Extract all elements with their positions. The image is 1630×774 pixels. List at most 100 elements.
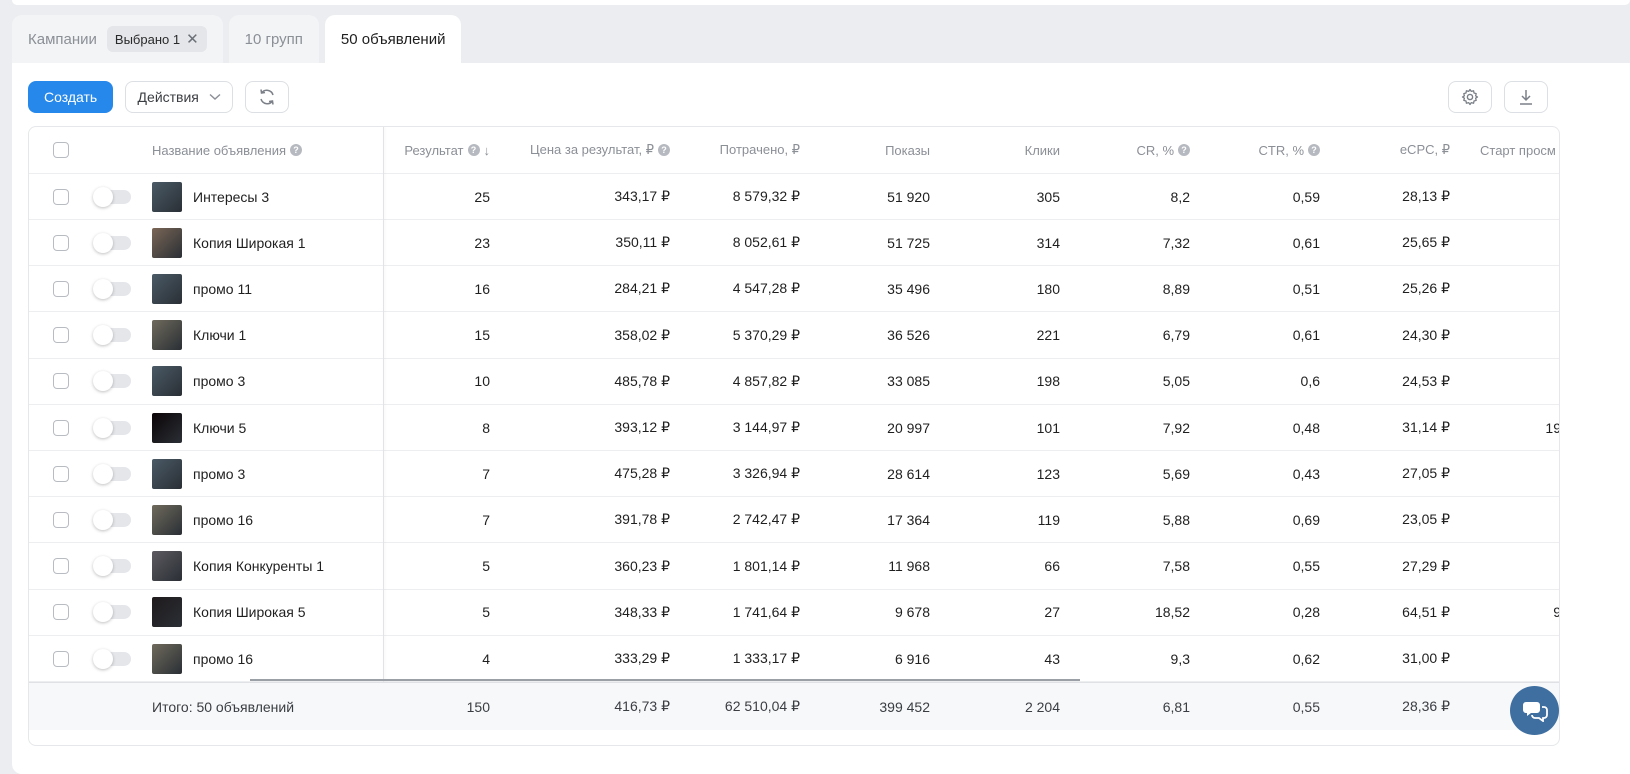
row-checkbox[interactable] [53,234,69,251]
select-all-checkbox[interactable] [53,142,69,158]
table-row[interactable]: Копия Широкая 1 23 350,11 ₽ 8 052,61 ₽ 51 72… [29,220,1559,267]
table-row[interactable]: Копия Широкая 5 5 348,33 ₽ 1 741,64 ₽ 9 678 2… [29,590,1559,636]
row-toggle-cell [93,313,131,358]
status-toggle[interactable] [93,371,131,392]
refresh-button[interactable] [245,81,290,113]
row-checkbox[interactable] [53,558,69,575]
row-checkbox[interactable] [53,650,69,667]
ad-thumbnail[interactable] [152,412,182,443]
status-toggle[interactable] [93,325,131,346]
table-row[interactable]: промо 16 7 391,78 ₽ 2 742,47 ₽ 17 364 119 5,88… [29,497,1559,544]
settings-button[interactable] [1448,81,1492,113]
table-row[interactable]: промо 3 10 485,78 ₽ 4 857,82 ₽ 33 085 198 5,05… [29,359,1559,405]
row-checkbox[interactable] [53,419,69,436]
col-clicks[interactable]: Клики [930,127,1060,173]
col-spent[interactable]: Потрачено, ₽ [670,127,800,173]
ad-name[interactable]: Ключи 1 [193,327,247,344]
status-toggle[interactable] [93,556,131,577]
row-checkbox[interactable] [53,373,69,390]
chat-icon [1522,701,1548,722]
table-row[interactable]: Ключи 1 15 358,02 ₽ 5 370,29 ₽ 36 526 221 6,79… [29,313,1559,359]
ad-name-cell: промо 16 [152,636,253,681]
tab-groups[interactable]: 10 групп [228,15,319,63]
actions-dropdown[interactable]: Действия [125,81,234,113]
row-checkbox[interactable] [53,280,69,297]
ad-thumbnail[interactable] [152,273,182,304]
col-start[interactable]: Старт просм [1480,127,1559,173]
table-row[interactable]: Интересы 3 25 343,17 ₽ 8 579,32 ₽ 51 920 305 8… [29,174,1559,220]
table-row[interactable]: промо 11 16 284,21 ₽ 4 547,28 ₽ 35 496 180 8,8… [29,266,1559,313]
help-icon[interactable]: ? [1178,144,1190,156]
ad-thumbnail[interactable] [152,551,182,582]
row-toggle-cell [93,497,131,542]
ad-name[interactable]: промо 3 [193,465,246,482]
help-icon[interactable]: ? [290,144,303,156]
cell-clicks: 314 [1036,234,1060,251]
status-toggle[interactable] [93,232,131,253]
cell-price: 333,29 ₽ [614,650,670,666]
ad-thumbnail[interactable] [152,366,182,397]
help-icon[interactable]: ? [1308,144,1320,156]
table-row[interactable]: промо 16 4 333,29 ₽ 1 333,17 ₽ 6 916 43 9,3 0,6… [29,636,1559,682]
cell-spent: 8 052,61 ₽ [732,234,800,251]
col-cr[interactable]: CR, % ? [1060,127,1190,173]
ad-thumbnail[interactable] [152,227,182,258]
row-checkbox[interactable] [53,188,69,205]
cell-result: 5 [482,604,490,621]
status-toggle[interactable] [93,417,131,438]
table-row[interactable]: Копия Конкуренты 1 5 360,23 ₽ 1 801,14 ₽ 11 … [29,544,1559,590]
ad-name[interactable]: Копия Широкая 5 [193,604,306,621]
ad-thumbnail[interactable] [152,320,182,351]
ad-thumbnail[interactable] [152,181,182,212]
download-button[interactable] [1504,81,1548,113]
ad-thumbnail[interactable] [152,458,182,489]
row-checkbox-cell [53,313,69,358]
tab-campaigns[interactable]: Кампании Выбрано 1 ✕ [12,15,223,63]
ad-thumbnail[interactable] [152,643,182,674]
ad-name[interactable]: Интересы 3 [193,188,270,205]
ad-thumbnail[interactable] [152,504,182,535]
row-checkbox[interactable] [53,604,69,621]
ad-name[interactable]: Копия Конкуренты 1 [193,558,325,575]
close-icon[interactable]: ✕ [186,31,199,48]
status-toggle[interactable] [93,278,131,299]
ad-name[interactable]: промо 3 [193,373,246,390]
ad-name[interactable]: промо 11 [193,280,252,297]
status-toggle[interactable] [93,463,131,484]
help-icon[interactable]: ? [467,144,480,156]
col-ecpc[interactable]: eCPC, ₽ [1320,127,1450,173]
status-toggle[interactable] [93,602,131,623]
table-row[interactable]: промо 3 7 475,28 ₽ 3 326,94 ₽ 28 614 123 5,69 0… [29,451,1559,498]
cell-start [1480,359,1559,404]
cell-start [1480,313,1559,358]
col-name[interactable]: Название объявления ? [152,127,303,173]
cell-price: 360,23 ₽ [614,557,670,574]
cell-clicks: 221 [1036,327,1060,344]
ad-name[interactable]: Копия Широкая 1 [193,234,306,251]
status-toggle[interactable] [93,186,131,207]
row-checkbox[interactable] [53,511,69,528]
cell-result: 8 [482,419,490,436]
col-result[interactable]: Результат ? ↓ [383,127,490,173]
col-ctr[interactable]: CTR, % ? [1190,127,1320,173]
ad-name[interactable]: Ключи 5 [193,419,247,436]
cell-ctr: 0,61 [1292,234,1320,251]
ad-name-cell: Ключи 5 [152,405,246,450]
row-checkbox[interactable] [53,465,69,482]
ad-name[interactable]: промо 16 [193,511,254,528]
status-toggle[interactable] [93,648,131,669]
status-toggle[interactable] [93,509,131,530]
table-row[interactable]: Ключи 5 8 393,12 ₽ 3 144,97 ₽ 20 997 101 7,92 0… [29,405,1559,451]
tab-ads[interactable]: 50 объявлений [324,15,462,63]
help-icon[interactable]: ? [658,144,670,156]
col-price[interactable]: Цена за результат, ₽ ? [490,127,670,173]
ad-thumbnail[interactable] [152,597,182,628]
chat-button[interactable] [1510,686,1559,735]
row-checkbox[interactable] [53,327,69,344]
horizontal-scrollbar[interactable] [250,679,1080,681]
cell-ecpc: 27,05 ₽ [1402,465,1450,482]
cell-price: 358,02 ₽ [614,326,670,343]
create-button[interactable]: Создать [28,81,114,113]
col-impressions[interactable]: Показы [800,127,930,173]
ad-name[interactable]: промо 16 [193,650,254,667]
